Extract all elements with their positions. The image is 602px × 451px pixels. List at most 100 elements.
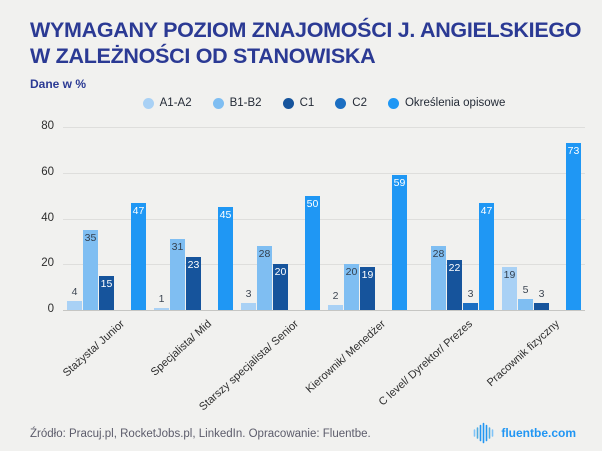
bar-slot: 47 (479, 127, 495, 310)
bar-value-label: 19 (361, 268, 374, 281)
bar: 19 (502, 266, 517, 310)
bar-value-label: 20 (274, 266, 287, 279)
bar-slot: 4 (67, 127, 83, 310)
bar-value-label: 3 (467, 288, 474, 301)
bar: 47 (131, 202, 146, 310)
brand-text: fluentbe.com (501, 426, 576, 440)
bar-value-label: 23 (187, 259, 200, 272)
bar: 47 (479, 202, 494, 310)
bar: 3 (463, 288, 478, 310)
bar-value-label: 35 (84, 231, 97, 244)
bar-value-label: 2 (332, 290, 339, 303)
legend-dot-icon (282, 97, 294, 109)
page-title: WYMAGANY POZIOM ZNAJOMOŚCI J. ANGIELSKIE… (30, 18, 590, 70)
bar-slot (415, 127, 431, 310)
bar: 20 (273, 264, 288, 310)
bar-slot: 35 (83, 127, 99, 310)
legend-item: C2 (335, 97, 367, 109)
legend-label: Określenia opisowe (404, 97, 506, 109)
chart-legend: A1-A2 B1-B2 C1 C2 Określenia opisowe (63, 97, 585, 109)
legend-label: C2 (352, 97, 367, 109)
bar: 28 (257, 246, 272, 310)
bar: 50 (305, 195, 320, 310)
legend-item: C1 (282, 97, 315, 109)
legend-item: Określenia opisowe (387, 97, 506, 109)
bar: 73 (566, 143, 581, 310)
bar-group: 1 31 23 45 (150, 127, 237, 310)
page-title-line2: W ZALEŻNOŚCI OD STANOWISKA (30, 43, 376, 68)
bar-group: 28 22 3 47 (411, 127, 498, 310)
gridline (63, 172, 585, 174)
y-axis-tick: 20 (41, 257, 54, 270)
legend-item: B1-B2 (212, 97, 262, 109)
bar-value-label: 47 (132, 204, 145, 217)
bar-slot: 3 (534, 127, 550, 310)
bar-value-label: 31 (171, 241, 184, 254)
bar-slot: 1 (154, 127, 170, 310)
bar: 3 (241, 288, 256, 310)
bar-slot: 20 (273, 127, 289, 310)
bar-slot: 47 (131, 127, 147, 310)
bar-group: 19 5 3 73 (498, 127, 585, 310)
bar: 5 (518, 284, 533, 310)
bar-groups: 4 35 15 47 1 31 23 45 3 28 20 50 2 20 19 59 28 22 3 47 19 5 3 7… (63, 127, 585, 310)
gridline (63, 264, 585, 266)
bar: 2 (328, 290, 343, 310)
bar-value-label: 22 (448, 261, 461, 274)
bar: 20 (344, 264, 359, 310)
bar: 28 (431, 246, 446, 310)
bar-value-label: 28 (258, 248, 271, 260)
plot-area: 4 35 15 47 1 31 23 45 3 28 20 50 2 20 19 59 28 22 3 47 19 5 3 7… (63, 127, 585, 311)
bar-value-label: 5 (522, 283, 529, 296)
bar: 35 (83, 229, 98, 310)
legend-dot-icon (212, 97, 224, 109)
legend-label: C1 (299, 97, 315, 109)
legend-item: A1-A2 (142, 97, 192, 109)
bar-value-label: 3 (245, 288, 252, 301)
bar-slot: 23 (186, 127, 202, 310)
bar-value-label: 1 (158, 292, 165, 305)
bar-group: 3 28 20 50 (237, 127, 324, 310)
bar-slot: 5 (518, 127, 534, 310)
bar-slot (289, 127, 305, 310)
bar-slot: 73 (566, 127, 582, 310)
bar-slot: 20 (344, 127, 360, 310)
bar-value-label: 45 (219, 209, 232, 222)
bar-slot: 3 (241, 127, 257, 310)
bar: 23 (186, 257, 201, 310)
audio-wave-icon (474, 422, 494, 444)
legend-dot-icon (387, 97, 399, 109)
bar-slot: 15 (99, 127, 115, 310)
y-axis-tick: 40 (41, 211, 54, 224)
bar-slot: 3 (463, 127, 479, 310)
bar-value-label: 28 (432, 248, 445, 260)
y-axis-tick: 0 (47, 303, 54, 315)
bar-value-label: 59 (393, 177, 406, 189)
bar: 15 (99, 275, 114, 310)
bar-group: 2 20 19 59 (324, 127, 411, 310)
bar-slot: 31 (170, 127, 186, 310)
bar: 3 (534, 288, 549, 310)
fluentbe-logo: fluentbe.com (472, 422, 576, 444)
gridline (63, 310, 585, 311)
bar-value-label: 4 (71, 285, 78, 298)
category-label: Stażysta/ Junior (60, 318, 127, 380)
legend-dot-icon (142, 97, 154, 109)
bar-slot: 28 (431, 127, 447, 310)
bar-value-label: 73 (567, 145, 580, 157)
bar-value-label: 19 (503, 268, 516, 281)
bar: 22 (447, 259, 462, 310)
bar: 19 (360, 266, 375, 310)
page-title-line1: WYMAGANY POZIOM ZNAJOMOŚCI J. ANGIELSKIE… (30, 18, 582, 42)
bar-slot: 2 (328, 127, 344, 310)
gridline (63, 218, 585, 220)
bar-value-label: 50 (306, 197, 319, 210)
legend-label: A1-A2 (159, 97, 192, 109)
bar-slot: 45 (218, 127, 234, 310)
bar-value-label: 20 (345, 266, 358, 279)
bar-slot: 59 (392, 127, 408, 310)
source-text: Źródło: Pracuj.pl, RocketJobs.pl, Linked… (30, 428, 371, 440)
bar-slot: 19 (502, 127, 518, 310)
bar-slot: 50 (305, 127, 321, 310)
